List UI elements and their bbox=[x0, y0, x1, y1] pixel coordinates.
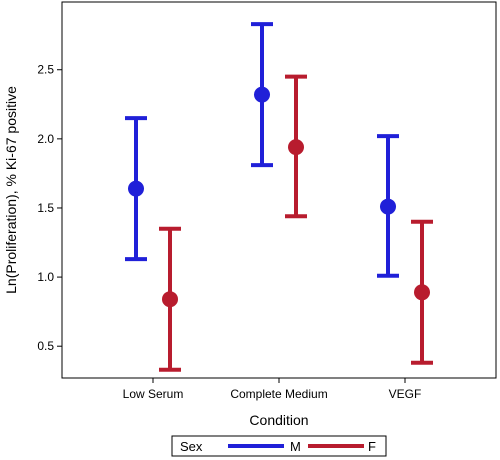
y-axis-title: Ln(Proliferation), % Ki-67 positive bbox=[3, 86, 19, 294]
data-point bbox=[414, 284, 430, 301]
legend-title: Sex bbox=[180, 439, 203, 454]
legend-label-M: M bbox=[290, 439, 301, 454]
y-tick-label: 0.5 bbox=[37, 339, 54, 353]
y-tick-label: 2.5 bbox=[37, 63, 54, 77]
x-tick-label: Low Serum bbox=[123, 387, 184, 401]
x-axis-title: Condition bbox=[249, 412, 308, 428]
x-axis: Low Serum Complete Medium VEGF bbox=[123, 378, 422, 401]
x-tick-label: Complete Medium bbox=[230, 387, 327, 401]
legend-label-F: F bbox=[368, 439, 376, 454]
data-point bbox=[254, 86, 270, 103]
plot-frame bbox=[61, 1, 497, 379]
series-M bbox=[125, 22, 399, 278]
x-tick-label: VEGF bbox=[389, 387, 422, 401]
y-tick-label: 1.5 bbox=[37, 201, 54, 215]
y-axis: 0.5 1.0 1.5 2.0 2.5 bbox=[37, 63, 62, 353]
data-point bbox=[288, 139, 304, 156]
data-point bbox=[128, 180, 144, 197]
y-tick-label: 2.0 bbox=[37, 132, 54, 146]
data-point bbox=[380, 198, 396, 215]
legend: Sex M F bbox=[171, 435, 387, 457]
legend-frame bbox=[171, 435, 387, 457]
y-tick-label: 1.0 bbox=[37, 270, 54, 284]
series-F bbox=[159, 74, 433, 372]
series-layer bbox=[125, 22, 433, 372]
data-point bbox=[162, 291, 178, 308]
